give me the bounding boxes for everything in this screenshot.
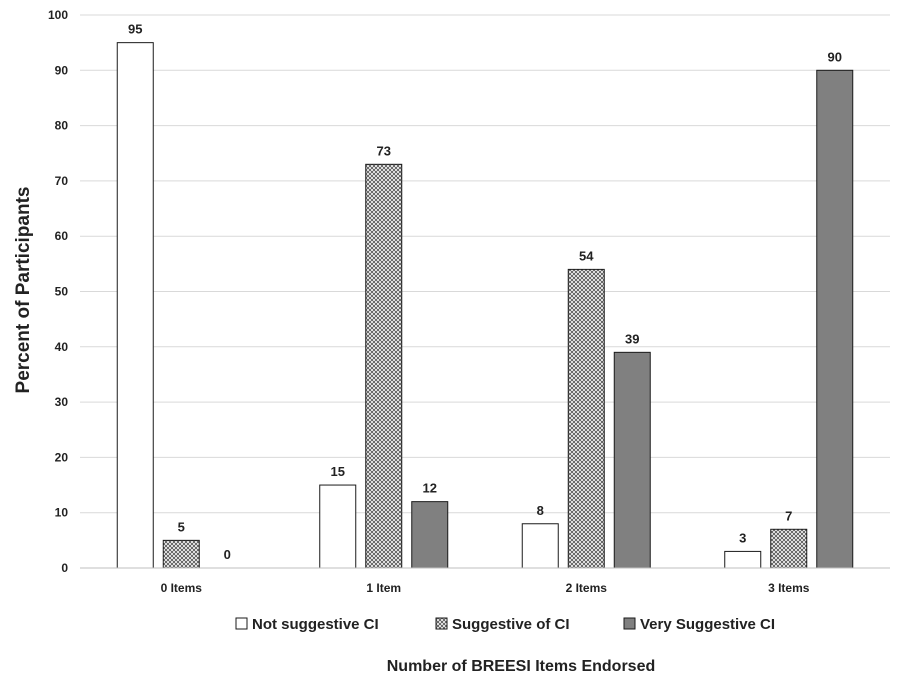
y-tick-label: 20 [55, 450, 69, 464]
bar [411, 501, 449, 569]
bar [521, 523, 559, 569]
y-tick-label: 0 [61, 561, 68, 575]
y-tick-label: 10 [55, 506, 69, 520]
y-tick-label: 40 [55, 340, 69, 354]
legend-label: Suggestive of CI [452, 616, 570, 633]
data-label: 54 [579, 248, 594, 263]
y-tick-label: 60 [55, 229, 69, 243]
x-tick-label: 0 Items [161, 581, 203, 595]
bar [116, 42, 154, 569]
data-label: 90 [828, 49, 842, 64]
data-label: 7 [785, 508, 792, 523]
y-tick-label: 90 [55, 63, 69, 77]
data-label: 0 [224, 547, 231, 562]
bars [116, 42, 854, 569]
bar [162, 539, 200, 569]
bar [365, 163, 403, 569]
bar [770, 528, 808, 569]
bar [567, 268, 605, 569]
bar [613, 351, 651, 569]
bar [724, 550, 762, 569]
y-tick-label: 30 [55, 395, 69, 409]
legend-swatch [235, 617, 248, 630]
data-label: 5 [178, 519, 185, 534]
data-label: 3 [739, 530, 746, 545]
data-label: 15 [331, 464, 345, 479]
y-tick-label: 100 [48, 8, 68, 22]
data-label: 8 [537, 503, 544, 518]
x-axis-title: Number of BREESI Items Endorsed [387, 658, 656, 675]
y-tick-label: 80 [55, 119, 69, 133]
legend-label: Very Suggestive CI [640, 616, 775, 633]
x-axis-categories: 0 Items 1 Item 2 Items 3 Items [161, 581, 810, 595]
y-tick-label: 70 [55, 174, 69, 188]
x-tick-label: 1 Item [366, 581, 401, 595]
data-label: 95 [128, 22, 142, 37]
gridlines [80, 14, 890, 514]
legend-swatch [435, 617, 448, 630]
data-label: 39 [625, 331, 639, 346]
legend-swatch [623, 617, 636, 630]
data-label: 12 [423, 481, 437, 496]
legend: Not suggestive CI Suggestive of CI Very Su… [235, 616, 775, 633]
x-tick-label: 3 Items [768, 581, 810, 595]
y-axis-ticks: 0 10 20 30 40 50 60 70 80 90 100 [48, 8, 68, 575]
legend-label: Not suggestive CI [252, 616, 379, 633]
bar [816, 69, 854, 569]
x-tick-label: 2 Items [566, 581, 608, 595]
bar [319, 484, 357, 569]
y-tick-label: 50 [55, 285, 69, 299]
data-label: 73 [377, 143, 391, 158]
data-labels: 95 5 0 15 73 12 8 54 39 3 7 90 [128, 22, 842, 562]
y-axis-title: Percent of Participants [13, 187, 34, 394]
